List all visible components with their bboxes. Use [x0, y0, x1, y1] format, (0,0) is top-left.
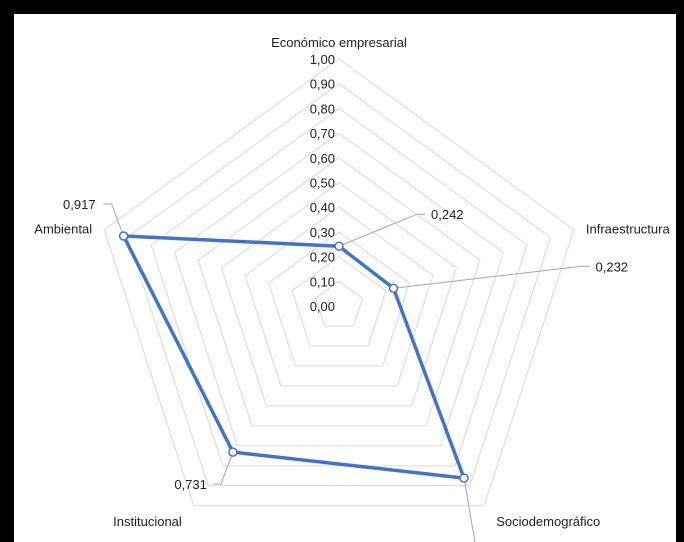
chart-area: 0,00 0,10 0,20 0,30 0,40 0,50 0,60 0,70 0,80 0,90… — [14, 14, 676, 542]
data-label: 0,731 — [174, 477, 207, 492]
radial-tick-label: 0,60 — [310, 151, 335, 166]
grid-ring — [291, 255, 387, 347]
radial-tick-label: 0,80 — [310, 101, 335, 116]
radial-tick-label: 0,20 — [310, 250, 335, 265]
axis-label: Ambiental — [34, 222, 92, 237]
leader-line — [212, 451, 234, 485]
axis-label: Institucional — [113, 514, 182, 529]
radial-tick-label: 0,70 — [310, 126, 335, 141]
radial-tick-label: 1,00 — [310, 52, 335, 67]
leader-line — [393, 265, 590, 289]
grid-ring — [103, 58, 575, 507]
grid-layer — [103, 58, 575, 507]
data-label: 0,232 — [596, 259, 629, 274]
data-point — [459, 473, 469, 483]
axis-label: Infraestructura — [586, 222, 671, 237]
series-line — [121, 234, 466, 480]
grid-ring — [244, 206, 434, 387]
radial-tick-label: 0,90 — [310, 77, 335, 92]
axis-label-layer: Económico empresarial Infraestructura Soci… — [34, 35, 670, 529]
grid-ring — [220, 181, 458, 407]
radial-tick-label: 0,30 — [310, 225, 335, 240]
data-label: 0,242 — [431, 207, 464, 222]
leader-line — [103, 203, 125, 237]
leader-line — [338, 213, 425, 247]
grid-ring — [197, 157, 481, 427]
axis-label: Sociodemográfico — [496, 514, 600, 529]
data-label: 0,917 — [63, 197, 96, 212]
data-point — [228, 447, 238, 457]
leader-line — [463, 478, 476, 542]
data-point — [388, 283, 399, 294]
grid-ring — [127, 83, 551, 487]
grid-ring — [314, 280, 364, 327]
data-point — [334, 241, 344, 251]
radial-tick-label: 0,10 — [310, 274, 335, 289]
radial-tick-label: 0,00 — [310, 299, 335, 314]
series-layer — [121, 234, 466, 480]
grid-ring — [267, 231, 411, 367]
radial-tick-label: 0,50 — [310, 176, 335, 191]
radial-tick-label: 0,40 — [310, 200, 335, 215]
tick-label-layer: 0,00 0,10 0,20 0,30 0,40 0,50 0,60 0,70 0,80 0,90… — [310, 52, 335, 314]
radar-chart: 0,00 0,10 0,20 0,30 0,40 0,50 0,60 0,70 0,80 0,90… — [34, 35, 670, 542]
grid-ring — [174, 132, 504, 447]
axis-label: Económico empresarial — [271, 35, 407, 50]
data-point — [118, 231, 129, 241]
grid-ring — [150, 107, 528, 467]
